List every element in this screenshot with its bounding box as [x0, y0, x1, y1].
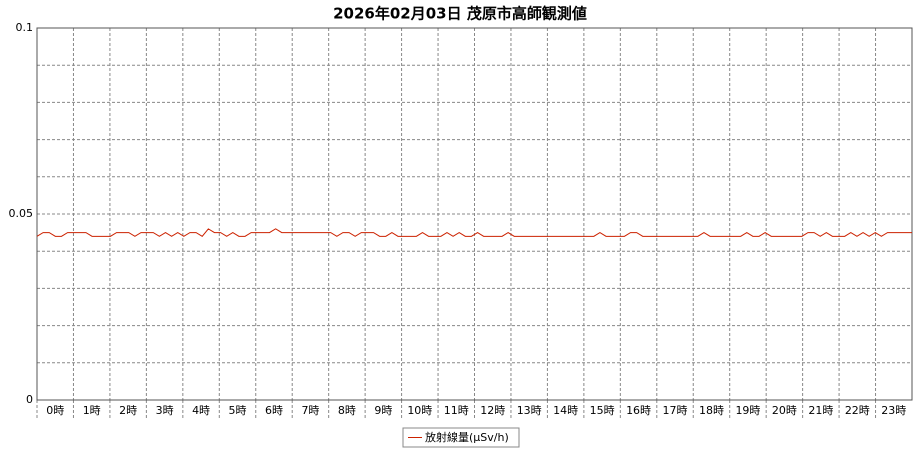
- legend-label: 放射線量(μSv/h): [425, 430, 509, 444]
- y-tick-label: 0: [26, 393, 33, 406]
- x-tick-label: 5時: [229, 404, 247, 417]
- x-tick-label: 8時: [338, 404, 356, 417]
- x-tick-label: 9時: [374, 404, 392, 417]
- x-tick-label: 19時: [735, 404, 760, 417]
- x-tick-label: 0時: [46, 404, 64, 417]
- x-tick-label: 13時: [517, 404, 542, 417]
- x-tick-label: 12時: [480, 404, 505, 417]
- chart-title: 2026年02月03日 茂原市高師観測値: [333, 5, 587, 23]
- x-tick-label: 3時: [156, 404, 174, 417]
- x-tick-label: 11時: [444, 404, 469, 417]
- x-tick-label: 14時: [553, 404, 578, 417]
- legend-box: [402, 427, 520, 448]
- x-tick-label: 21時: [808, 404, 833, 417]
- x-tick-label: 22時: [845, 404, 870, 417]
- x-tick-label: 16時: [626, 404, 651, 417]
- y-tick-label: 0.05: [9, 207, 34, 220]
- x-tick-label: 2時: [119, 404, 137, 417]
- x-tick-label: 23時: [881, 404, 906, 417]
- legend: 放射線量(μSv/h): [402, 427, 520, 448]
- data-line: [36, 228, 912, 237]
- x-tick-label: 15時: [590, 404, 615, 417]
- y-tick-label: 0.1: [16, 21, 34, 34]
- x-tick-label: 10時: [407, 404, 432, 417]
- x-tick-label: 17時: [663, 404, 688, 417]
- x-tick-label: 7時: [301, 404, 319, 417]
- plot-frame: [36, 27, 913, 401]
- x-tick-label: 4時: [192, 404, 210, 417]
- x-tick-label: 6時: [265, 404, 283, 417]
- x-tick-label: 18時: [699, 404, 724, 417]
- x-tick-label: 20時: [772, 404, 797, 417]
- x-tick-label: 1時: [83, 404, 101, 417]
